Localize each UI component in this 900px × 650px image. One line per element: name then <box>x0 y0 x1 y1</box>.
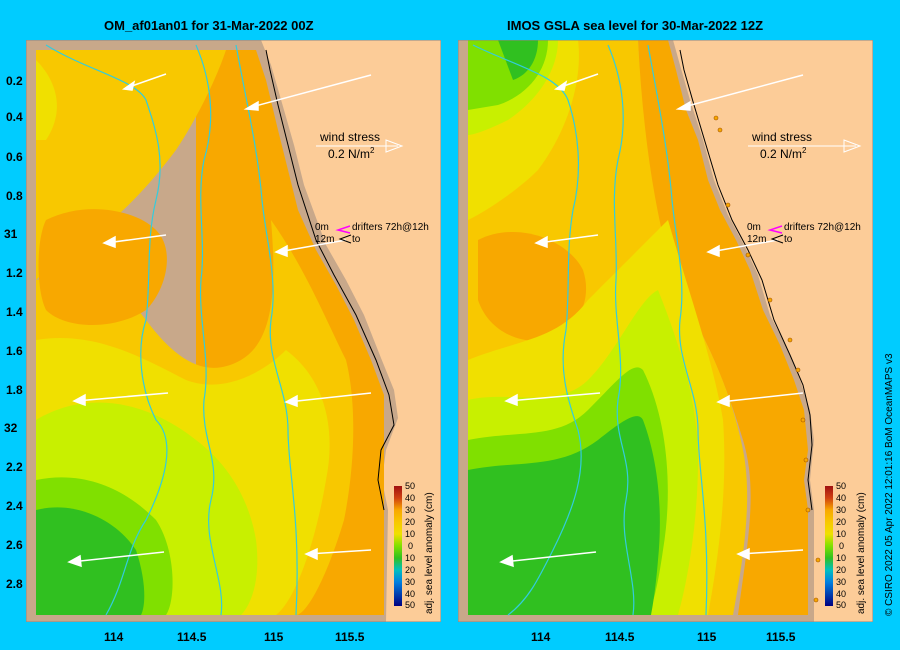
yellow-region <box>36 60 57 140</box>
lat-tick: 1.8 <box>6 383 23 397</box>
colorbar-tick: 10 <box>405 553 416 563</box>
colorbar-tick: 50 <box>836 600 847 610</box>
colorbar-tick: 40 <box>405 589 416 599</box>
drifter-label: drifters 72h@12h <box>352 222 429 233</box>
green-region <box>36 507 145 615</box>
drifter-marker <box>335 225 351 234</box>
bathymetry-contours <box>45 44 298 616</box>
wind-stress-label: wind stress <box>320 130 381 144</box>
wind-arrows <box>499 73 862 568</box>
drifter-marker <box>767 225 783 234</box>
orange-blob <box>38 209 167 325</box>
lat-tick: 1.2 <box>6 266 23 280</box>
colorbar-tick: 0 <box>839 541 845 551</box>
right-map <box>458 40 873 622</box>
lon-tick: 115.5 <box>766 630 796 644</box>
green-region <box>468 416 660 615</box>
colorbar-tick: 30 <box>836 505 847 515</box>
lat-tick: 0.4 <box>6 110 23 124</box>
lon-tick: 115 <box>697 630 717 644</box>
lat-tick: 0.2 <box>6 74 23 88</box>
colorbar-tick: 10 <box>836 553 847 563</box>
wind-stress-exponent: 2 <box>370 146 375 155</box>
coastline <box>265 49 395 511</box>
colorbar-title: adj. sea level anomaly (cm) <box>424 492 435 614</box>
lon-tick: 115.5 <box>335 630 365 644</box>
drifter-bottom-depth: 12m <box>315 234 335 245</box>
colorbar-tick: 20 <box>405 517 416 527</box>
left-panel-title: OM_af01an01 for 31-Mar-2022 00Z <box>104 18 314 33</box>
colorbar-tick: 40 <box>405 493 416 503</box>
wind-stress-exponent: 2 <box>802 146 807 155</box>
drifter-marker <box>338 234 352 244</box>
colorbar-tick: 10 <box>836 529 847 539</box>
colorbar-tick: 40 <box>836 589 847 599</box>
wind-stress-value: 0.2 N/m2 <box>328 146 374 161</box>
wind-arrows <box>67 73 404 568</box>
wind-stress-value-text: 0.2 N/m <box>760 147 803 161</box>
wind-stress-label: wind stress <box>752 130 813 144</box>
colorbar-tick: 30 <box>405 577 416 587</box>
right-panel-title: IMOS GSLA sea level for 30-Mar-2022 12Z <box>507 18 764 33</box>
lat-tick: 0.8 <box>6 189 23 203</box>
drifter-top-depth: 0m <box>315 222 329 233</box>
bathymetry-contours <box>472 44 708 616</box>
left-map <box>26 40 441 622</box>
colorbar-tick: 20 <box>405 565 416 575</box>
colorbar-tick: 0 <box>408 541 414 551</box>
drifter-to: to <box>784 234 793 245</box>
colorbar-tick: 50 <box>836 481 847 491</box>
lat-tick: 1.4 <box>6 305 23 319</box>
orange-region <box>638 40 808 615</box>
lon-tick: 114.5 <box>605 630 635 644</box>
colorbar-tick: 30 <box>405 505 416 515</box>
drifter-marker <box>770 234 784 244</box>
drifter-top-depth: 0m <box>747 222 761 233</box>
credit-text: © CSIRO 2022 05 Apr 2022 12:01:16 BoM Oc… <box>884 353 895 616</box>
lat-tick: 2.6 <box>6 538 23 552</box>
coastline <box>679 49 813 511</box>
lon-tick: 114 <box>531 630 551 644</box>
lat-tick: 2.8 <box>6 577 23 591</box>
colorbar-tick: 40 <box>836 493 847 503</box>
lon-tick: 115 <box>264 630 284 644</box>
orange-blob <box>478 231 587 341</box>
drifter-label: drifters 72h@12h <box>784 222 861 233</box>
green-region <box>498 40 538 80</box>
observation-dots <box>713 115 821 603</box>
lat-tick: 32 <box>4 421 18 435</box>
drifter-bottom-depth: 12m <box>747 234 767 245</box>
colorbar-tick: 20 <box>836 565 847 575</box>
drifter-to: to <box>352 234 361 245</box>
colorbar-tick: 20 <box>836 517 847 527</box>
wind-stress-value-text: 0.2 N/m <box>328 147 371 161</box>
colorbar-tick: 10 <box>405 529 416 539</box>
colorbar-tick: 50 <box>405 600 416 610</box>
colorbar-gradient <box>825 486 833 606</box>
lat-tick: 2.4 <box>6 499 23 513</box>
colorbar-tick: 50 <box>405 481 416 491</box>
lat-tick: 1.6 <box>6 344 23 358</box>
colorbar-gradient <box>394 486 402 606</box>
colorbar-title: adj. sea level anomaly (cm) <box>856 492 867 614</box>
lat-tick: 31 <box>4 227 18 241</box>
lat-tick: 2.2 <box>6 460 23 474</box>
lon-tick: 114 <box>104 630 124 644</box>
wind-stress-value: 0.2 N/m2 <box>760 146 806 161</box>
lat-tick: 0.6 <box>6 150 23 164</box>
lon-tick: 114.5 <box>177 630 207 644</box>
colorbar-tick: 30 <box>836 577 847 587</box>
